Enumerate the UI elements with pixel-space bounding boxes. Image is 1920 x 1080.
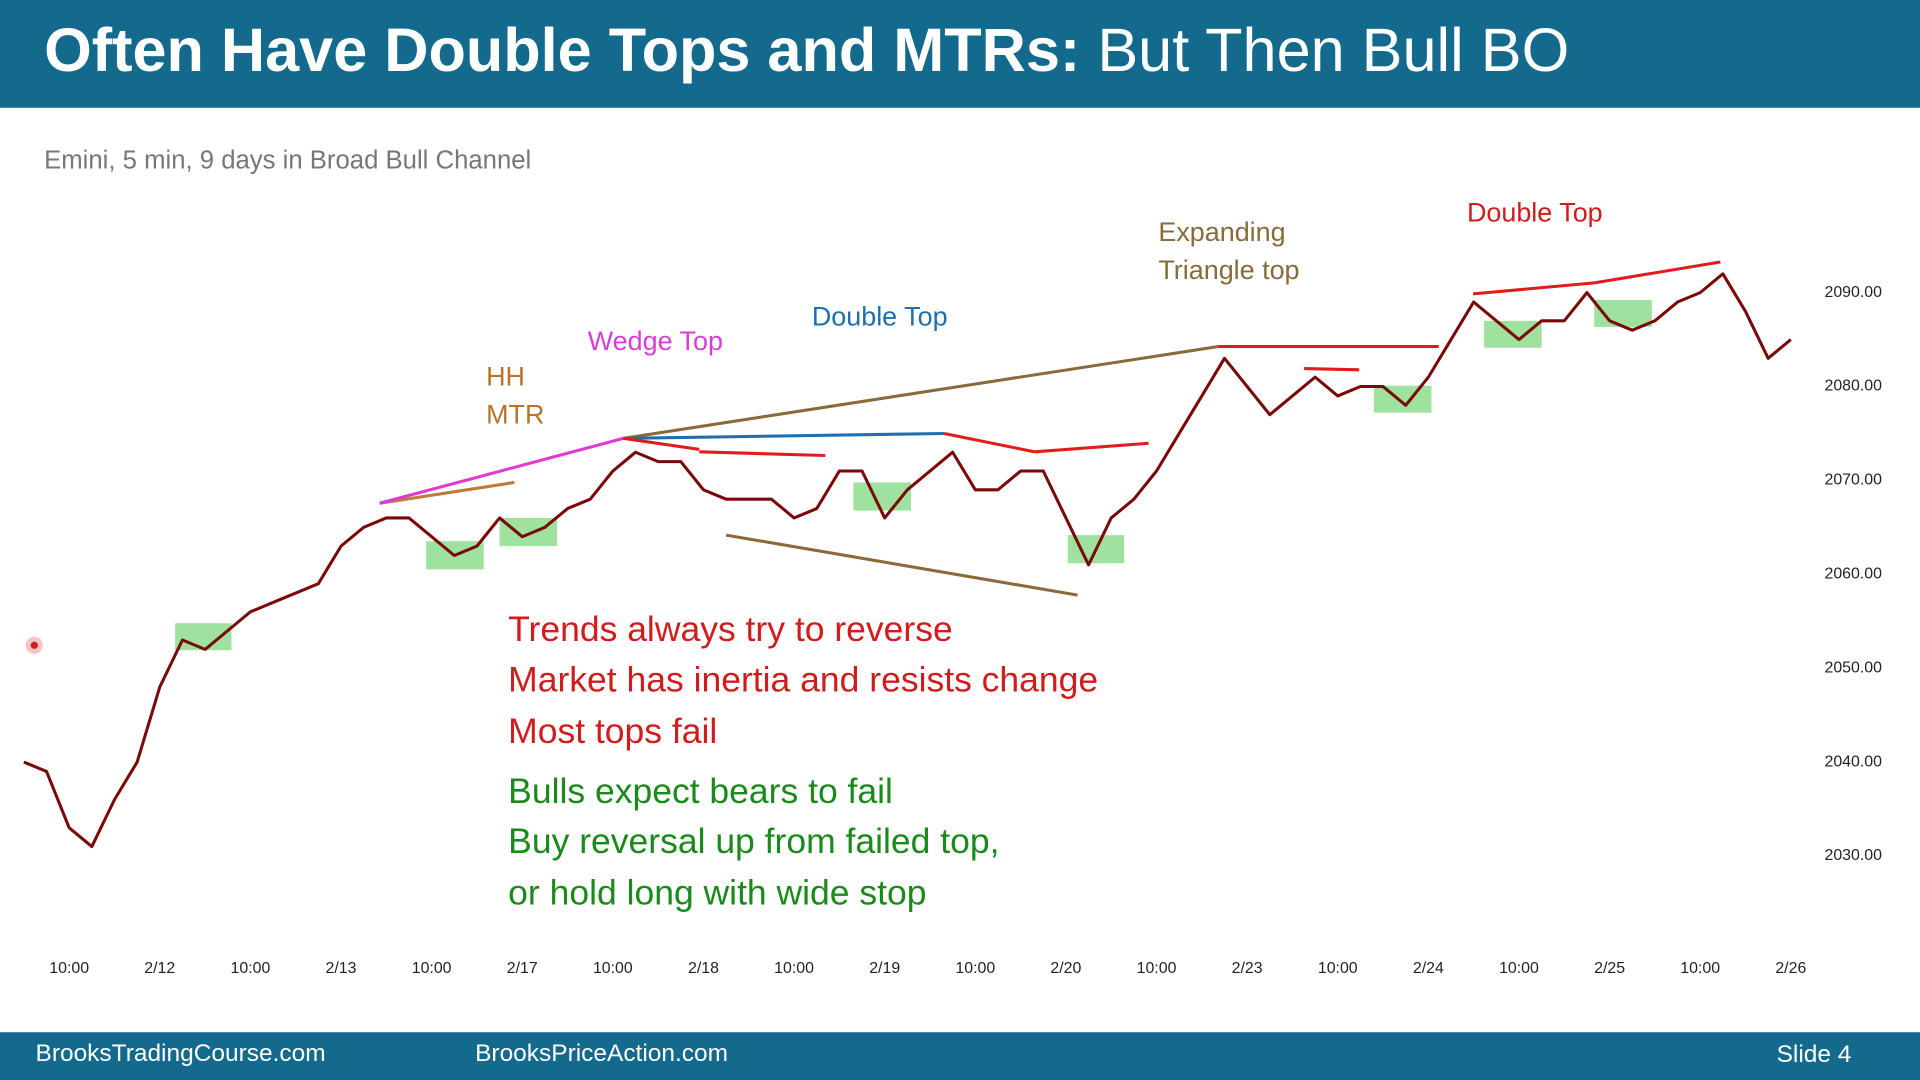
trend-line	[1472, 281, 1595, 296]
annotation: Triangle top	[1158, 255, 1299, 285]
annotation: HH	[486, 361, 525, 391]
trend-line	[623, 436, 700, 451]
trend-line	[1304, 367, 1360, 372]
note: Market has inertia and resists change	[508, 659, 1098, 699]
x-tick-label: 2/20	[1050, 960, 1081, 977]
x-tick-label: 10:00	[774, 960, 814, 977]
note: Buy reversal up from failed top,	[508, 821, 999, 861]
trend-line	[943, 431, 1035, 454]
x-tick-label: 10:00	[955, 960, 995, 977]
title-bold: Often Have Double Tops and MTRs:	[44, 16, 1080, 84]
y-tick-label: 2060.00	[1824, 565, 1882, 582]
trend-line	[379, 436, 624, 505]
footer-center: BrooksPriceAction.com	[475, 1040, 728, 1067]
y-tick-label: 2030.00	[1824, 847, 1882, 864]
note: Most tops fail	[508, 711, 717, 751]
annotation: Expanding	[1158, 217, 1285, 247]
x-tick-label: 2/25	[1594, 960, 1625, 977]
y-tick-label: 2090.00	[1824, 284, 1882, 301]
x-tick-label: 2/13	[326, 960, 357, 977]
footer-left: BrooksTradingCourse.com	[36, 1040, 326, 1067]
trend-line	[379, 480, 515, 505]
note: Bulls expect bears to fail	[508, 771, 893, 811]
annotation: Double Top	[1467, 197, 1603, 227]
x-tick-label: 10:00	[1137, 960, 1177, 977]
y-tick-label: 2080.00	[1824, 378, 1882, 395]
footer-bar	[0, 1032, 1920, 1080]
price-line	[23, 272, 1792, 849]
title-regular: But Then Bull BO	[1097, 16, 1569, 84]
note: or hold long with wide stop	[508, 872, 926, 912]
trend-line	[725, 533, 1078, 597]
x-tick-label: 10:00	[412, 960, 452, 977]
trend-line	[699, 450, 826, 458]
buy-zone	[499, 517, 558, 547]
title-bar	[0, 0, 1920, 108]
annotation: Wedge Top	[588, 326, 723, 356]
trend-lines	[379, 260, 1721, 597]
trend-line	[623, 431, 945, 440]
slide-title: Often Have Double Tops and MTRs: But The…	[44, 16, 1569, 84]
x-tick-label: 2/18	[688, 960, 719, 977]
x-tick-label: 10:00	[1499, 960, 1539, 977]
x-tick-label: 10:00	[49, 960, 89, 977]
x-tick-label: 2/26	[1775, 960, 1806, 977]
subtitle: Emini, 5 min, 9 days in Broad Bull Chann…	[44, 146, 531, 174]
cursor-dot-center	[30, 641, 38, 649]
trend-line	[623, 345, 1219, 440]
buy-zone	[175, 623, 232, 651]
y-tick-label: 2040.00	[1824, 753, 1882, 770]
note: Trends always try to reverse	[508, 609, 953, 649]
trend-line	[1034, 441, 1149, 454]
x-tick-label: 2/23	[1232, 960, 1263, 977]
annotation: Double Top	[812, 301, 948, 331]
x-tick-label: 10:00	[1318, 960, 1358, 977]
trend-line	[1594, 260, 1721, 285]
plot	[23, 272, 1823, 857]
x-tick-label: 2/12	[144, 960, 175, 977]
buy-zone	[1373, 385, 1432, 413]
y-tick-label: 2070.00	[1824, 472, 1882, 489]
x-tick-label: 10:00	[593, 960, 633, 977]
x-tick-label: 10:00	[1680, 960, 1720, 977]
y-tick-label: 2050.00	[1824, 659, 1882, 676]
x-tick-label: 2/17	[507, 960, 538, 977]
x-tick-label: 2/19	[869, 960, 900, 977]
annotation: MTR	[486, 399, 544, 429]
slide-number: Slide 4	[1777, 1041, 1852, 1068]
x-tick-label: 2/24	[1413, 960, 1444, 977]
buy-zones	[175, 300, 1652, 651]
x-tick-label: 10:00	[231, 960, 271, 977]
